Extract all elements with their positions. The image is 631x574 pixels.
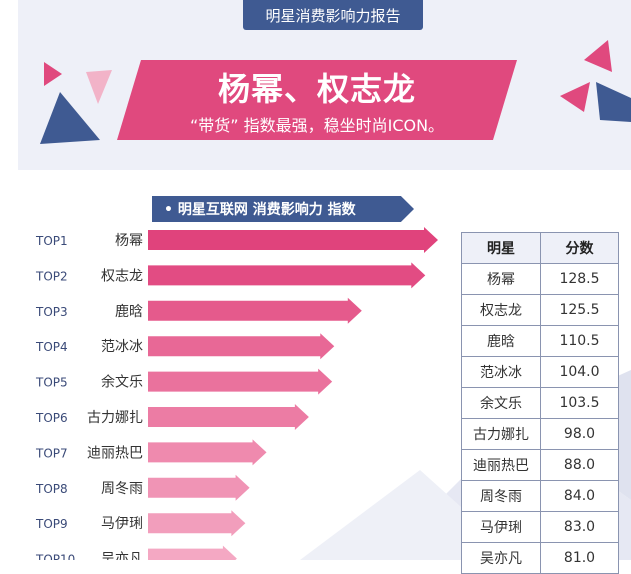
- rank-label: TOP7: [35, 446, 68, 460]
- rank-label: TOP10: [35, 553, 75, 560]
- bar-arrow: [148, 545, 237, 560]
- category-label: 吴亦凡: [101, 552, 143, 560]
- table-cell-score: 104.0: [540, 356, 619, 388]
- category-label: 权志龙: [101, 268, 143, 284]
- bar-arrow: [148, 297, 362, 324]
- score-table-header-row: 明星 分数: [461, 232, 619, 264]
- headline-banner: [117, 60, 517, 140]
- category-label: 杨幂: [115, 233, 143, 249]
- table-row: 余文乐 103.5: [461, 387, 619, 419]
- table-cell-name: 余文乐: [461, 387, 541, 419]
- rank-label: TOP9: [35, 517, 68, 531]
- bar-arrow: [148, 368, 333, 395]
- category-label: 鹿晗: [115, 303, 143, 320]
- rank-label: TOP1: [35, 234, 68, 248]
- table-row: 杨幂 128.5: [461, 263, 619, 295]
- category-label: 余文乐: [101, 374, 143, 391]
- rank-label: TOP5: [35, 376, 68, 390]
- report-tag: 明星消费影响力报告: [243, 0, 423, 30]
- table-row: 鹿晗 110.5: [461, 325, 619, 357]
- table-cell-name: 古力娜扎: [461, 418, 541, 450]
- table-cell-name: 范冰冰: [461, 356, 541, 388]
- rank-label: TOP6: [35, 411, 68, 425]
- table-cell-name: 杨幂: [461, 263, 541, 295]
- table-cell-score: 98.0: [540, 418, 619, 450]
- score-table-header-score: 分数: [540, 232, 619, 264]
- deco-triangle-6: [560, 82, 590, 112]
- headline: 杨幂、权志龙: [217, 70, 416, 108]
- table-row: 迪丽热巴 88.0: [461, 449, 619, 481]
- deco-triangle-2: [40, 92, 100, 144]
- table-row: 周冬雨 84.0: [461, 480, 619, 512]
- bar-arrow: [148, 404, 309, 430]
- table-cell-name: 马伊琍: [461, 511, 541, 543]
- rank-label: TOP4: [35, 340, 68, 354]
- deco-triangle-1: [44, 62, 62, 86]
- score-table: 明星 分数 杨幂 128.5 权志龙 125.5 鹿晗 110.5 范冰冰 104.0 …: [461, 232, 619, 574]
- category-label: 范冰冰: [101, 338, 143, 355]
- bar-arrow: [148, 474, 250, 501]
- table-cell-score: 83.0: [540, 511, 619, 543]
- bar-arrow: [148, 227, 438, 253]
- bar-arrow: [148, 333, 335, 360]
- category-label: 迪丽热巴: [87, 445, 143, 461]
- deco-triangle-5: [596, 82, 631, 122]
- deco-triangle-4: [584, 40, 612, 72]
- bar-arrow: [148, 262, 426, 289]
- chart-tag: • 明星互联网 消费影响力 指数: [152, 196, 414, 222]
- bar-arrow: [148, 510, 246, 537]
- category-label: 马伊琍: [101, 516, 143, 532]
- table-cell-name: 周冬雨: [461, 480, 541, 512]
- header-decorations: [40, 40, 631, 144]
- table-row: 马伊琍 83.0: [461, 511, 619, 543]
- table-cell-name: 权志龙: [461, 294, 541, 326]
- table-cell-name: 迪丽热巴: [461, 449, 541, 481]
- table-row: 范冰冰 104.0: [461, 356, 619, 388]
- subline: “带货” 指数最强，稳坐时尚ICON。: [189, 116, 445, 135]
- table-cell-score: 125.5: [540, 294, 619, 326]
- table-cell-score: 103.5: [540, 387, 619, 419]
- table-cell-score: 128.5: [540, 263, 619, 295]
- table-cell-score: 84.0: [540, 480, 619, 512]
- rank-label: TOP8: [35, 482, 68, 496]
- table-cell-score: 110.5: [540, 325, 619, 357]
- score-table-header-name: 明星: [461, 232, 541, 264]
- table-row: 权志龙 125.5: [461, 294, 619, 326]
- rank-label: TOP2: [35, 269, 68, 283]
- rank-label: TOP3: [35, 305, 68, 319]
- table-cell-name: 鹿晗: [461, 325, 541, 357]
- table-cell-score: 81.0: [540, 542, 619, 574]
- table-cell-score: 88.0: [540, 449, 619, 481]
- table-row: 吴亦凡 81.0: [461, 542, 619, 574]
- category-label: 古力娜扎: [87, 410, 143, 426]
- deco-triangle-3: [86, 70, 112, 104]
- bar-chart: TOP1 杨幂 TOP2 权志龙 TOP3 鹿晗 TOP4 范冰冰 TOP5 余文乐 TOP6 古力娜…: [35, 227, 438, 560]
- category-label: 周冬雨: [101, 481, 143, 497]
- bar-arrow: [148, 439, 267, 466]
- table-cell-name: 吴亦凡: [461, 542, 541, 574]
- table-row: 古力娜扎 98.0: [461, 418, 619, 450]
